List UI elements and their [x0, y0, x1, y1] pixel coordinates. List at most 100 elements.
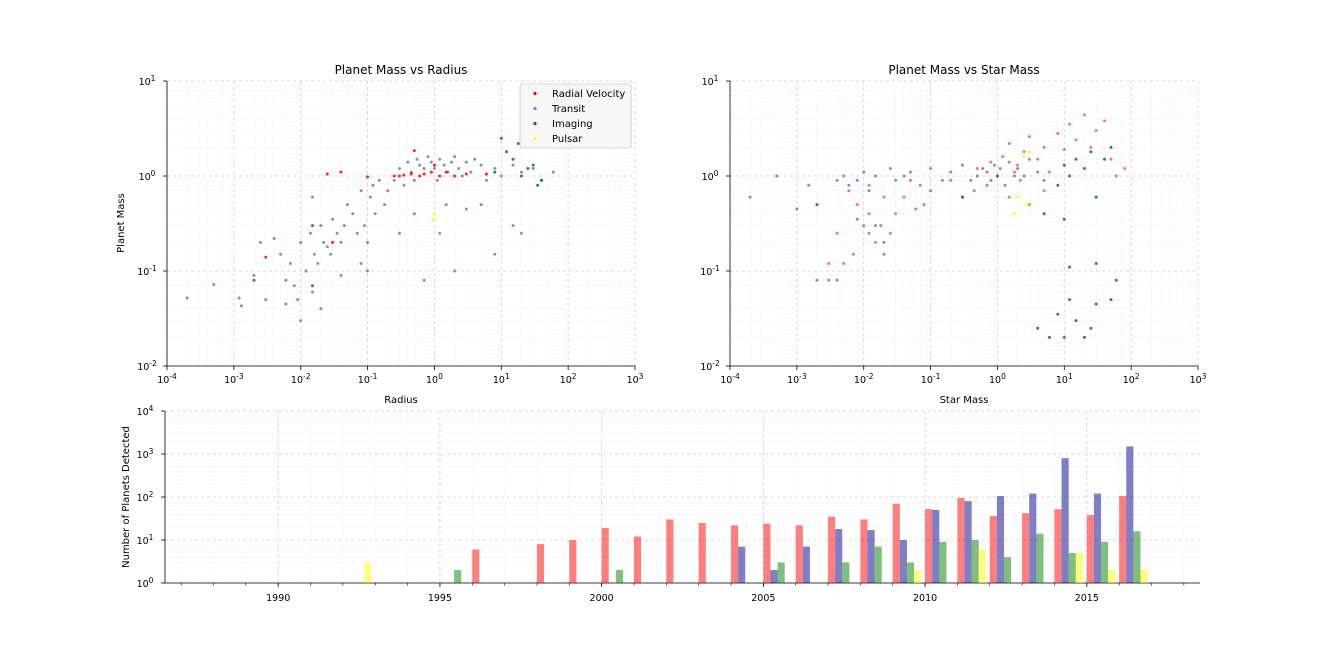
data-point — [386, 189, 390, 193]
bar — [914, 570, 922, 583]
data-point — [444, 203, 448, 207]
data-point — [949, 170, 953, 174]
data-point — [392, 178, 396, 182]
data-point — [473, 157, 477, 161]
data-point — [288, 261, 292, 265]
data-point — [1082, 166, 1086, 170]
data-point — [908, 170, 912, 174]
data-point — [1007, 195, 1011, 199]
data-point — [1109, 157, 1113, 161]
data-point — [1042, 178, 1046, 182]
data-point — [479, 203, 483, 207]
data-point — [397, 231, 401, 235]
data-point — [342, 224, 346, 228]
data-point — [484, 172, 488, 176]
data-point — [325, 245, 329, 249]
data-point — [409, 172, 413, 176]
data-point — [415, 157, 419, 161]
y-tick-label: 100 — [137, 576, 154, 590]
data-point — [442, 163, 446, 167]
data-point — [438, 231, 442, 235]
data-point — [444, 170, 448, 174]
bar — [906, 562, 915, 583]
x-tick-label: 102 — [560, 372, 577, 386]
data-point — [835, 278, 839, 282]
bar — [454, 570, 462, 583]
data-point — [1068, 122, 1072, 126]
bar — [698, 522, 706, 583]
data-point — [1123, 166, 1127, 170]
data-point — [1036, 157, 1040, 161]
data-point — [1109, 298, 1113, 302]
y-tick-label: 10-2 — [137, 359, 157, 373]
legend: Radial Velocity Transit Imaging Pulsar — [519, 83, 632, 149]
bar — [1108, 570, 1116, 583]
y-tick-label: 104 — [137, 404, 154, 418]
data-point — [310, 284, 314, 288]
legend-label-transit: Transit — [551, 104, 585, 115]
bar — [569, 540, 577, 583]
data-point — [873, 174, 877, 178]
x-tick-label: 100 — [989, 372, 1006, 386]
bar — [932, 509, 940, 583]
y-tick-label: 100 — [702, 169, 719, 183]
data-point — [835, 231, 839, 235]
data-point — [335, 231, 339, 235]
data-point — [902, 195, 906, 199]
data-point — [842, 174, 846, 178]
data-point — [1016, 195, 1020, 199]
data-point — [1094, 129, 1098, 133]
data-point — [989, 160, 993, 164]
bar — [536, 544, 545, 583]
data-point — [1036, 326, 1040, 330]
bar — [1093, 493, 1102, 583]
y-tick-label: 100 — [139, 169, 156, 183]
data-point — [949, 178, 953, 182]
x-tick-label: 10-2 — [291, 372, 311, 386]
bar — [1054, 509, 1062, 583]
data-point — [1013, 174, 1016, 178]
y-axis-label: Planet Mass — [116, 193, 127, 253]
bar — [1140, 570, 1148, 583]
data-point — [995, 174, 999, 178]
data-point — [873, 240, 877, 244]
bar — [364, 562, 372, 583]
data-point — [397, 166, 401, 170]
data-point — [960, 195, 964, 199]
legend-label-imaging: Imaging — [552, 119, 593, 130]
data-point — [998, 166, 1002, 170]
data-point — [1068, 298, 1072, 302]
bar — [795, 525, 803, 583]
data-point — [438, 174, 442, 178]
series-transit — [738, 446, 1134, 583]
series-pulsar — [364, 549, 1148, 583]
data-point — [406, 160, 410, 164]
data-point — [366, 269, 370, 273]
series-radial-velocity — [472, 496, 1127, 583]
bar — [860, 519, 868, 583]
bar — [738, 546, 746, 583]
bar — [633, 536, 642, 583]
data-point — [894, 178, 898, 182]
data-point — [479, 163, 483, 167]
data-point — [775, 174, 779, 178]
legend-label-pulsar: Pulsar — [552, 134, 583, 145]
data-point — [366, 175, 370, 179]
data-point — [296, 298, 300, 302]
data-point — [511, 224, 515, 228]
bar — [1126, 446, 1134, 583]
data-point — [894, 212, 898, 216]
data-point — [519, 170, 523, 174]
data-point — [1047, 170, 1051, 174]
data-point — [519, 174, 523, 178]
data-point — [279, 252, 283, 256]
data-point — [1089, 145, 1093, 149]
x-tick-label: 101 — [493, 372, 510, 386]
data-point — [345, 203, 349, 207]
data-point — [373, 212, 377, 216]
data-point — [432, 163, 436, 167]
bar — [1068, 552, 1076, 583]
data-point — [1062, 217, 1066, 221]
bar — [1061, 458, 1069, 583]
